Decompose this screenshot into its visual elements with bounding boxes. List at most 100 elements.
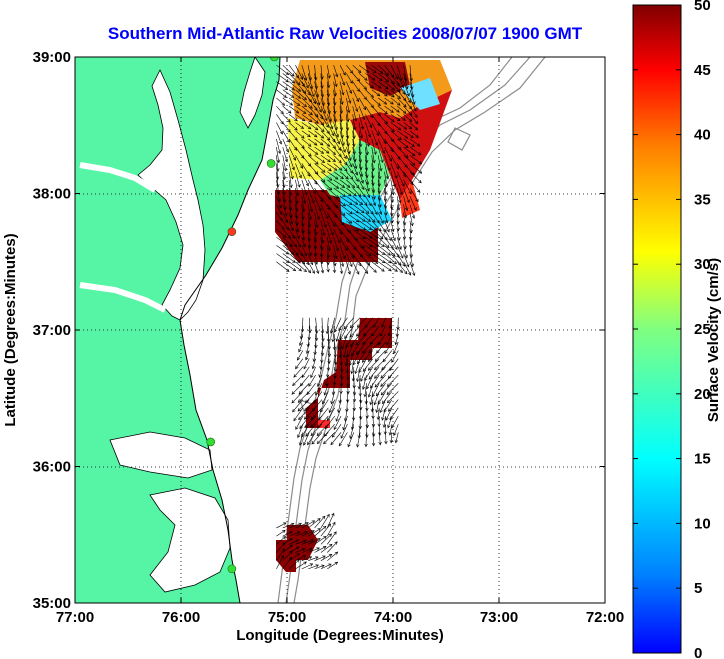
velocity-arrow	[320, 114, 329, 128]
velocity-arrow-head	[307, 337, 311, 341]
velocity-arrow	[380, 374, 393, 387]
velocity-arrow	[409, 220, 412, 233]
velocity-arrow	[320, 97, 326, 114]
velocity-arrow-head	[376, 350, 380, 354]
velocity-arrow	[308, 564, 319, 570]
velocity-arrow	[358, 220, 372, 230]
velocity-arrow-head	[388, 268, 392, 272]
velocity-arrow-head	[279, 211, 283, 215]
pamlico-sound	[149, 487, 231, 593]
velocity-arrow-head	[303, 96, 307, 101]
velocity-arrow-head	[368, 252, 372, 257]
velocity-arrow	[314, 114, 324, 126]
velocity-arrow-head	[290, 522, 295, 526]
velocity-arrow	[346, 204, 359, 214]
velocity-arrow	[320, 523, 331, 537]
velocity-arrow-head	[335, 338, 339, 342]
velocity-arrow-head	[396, 227, 400, 232]
velocity-arrow-head	[321, 128, 325, 133]
velocity-arrow	[316, 423, 329, 436]
velocity-arrow-head	[403, 215, 408, 219]
velocity-arrow-head	[396, 109, 400, 113]
velocity-arrow	[276, 64, 289, 75]
velocity-arrow-head	[418, 170, 423, 174]
x-tick-label: 75:00	[268, 609, 306, 626]
velocity-arrow	[333, 65, 338, 77]
velocity-arrow	[288, 105, 299, 114]
velocity-arrow-head	[345, 408, 349, 413]
velocity-arrow	[320, 130, 331, 141]
velocity-arrow	[390, 89, 401, 99]
velocity-arrow	[276, 97, 285, 106]
velocity-arrow	[276, 114, 284, 125]
velocity-arrow	[288, 73, 301, 85]
velocity-arrow-head	[366, 385, 370, 390]
chesapeake-bay	[137, 69, 206, 321]
velocity-arrow	[317, 374, 323, 387]
velocity-arrow	[334, 342, 336, 358]
velocity-arrow-head	[319, 198, 323, 203]
velocity-arrow	[377, 228, 388, 241]
velocity-arrow-head	[357, 386, 361, 390]
velocity-arrow-head	[298, 174, 302, 179]
velocity-arrow	[396, 196, 400, 211]
velocity-arrow-head	[288, 207, 293, 212]
velocity-arrow-head	[321, 338, 325, 342]
velocity-arrow-head	[362, 116, 366, 121]
velocity-arrow	[308, 317, 311, 333]
velocity-arrow-head	[381, 324, 385, 328]
velocity-arrow-head	[327, 110, 331, 115]
velocity-arrow	[333, 146, 342, 157]
velocity-arrow	[288, 122, 298, 131]
velocity-arrow-head	[319, 366, 323, 370]
velocity-arrow-head	[325, 425, 329, 430]
y-tick-label: 39:00	[33, 49, 71, 66]
velocity-arrow	[339, 114, 343, 131]
velocity-arrow-head	[332, 346, 337, 351]
velocity-arrow	[282, 147, 288, 162]
velocity-arrow-head	[335, 134, 340, 138]
velocity-arrow-head	[388, 237, 392, 242]
velocity-arrow	[323, 423, 335, 437]
velocity-arrow	[352, 366, 355, 382]
velocity-arrow-head	[348, 362, 352, 367]
velocity-arrow	[276, 536, 286, 545]
velocity-arrow-head	[356, 88, 360, 92]
velocity-arrow-head	[403, 245, 407, 250]
velocity-arrow-head	[318, 374, 322, 378]
velocity-arrow-head	[303, 268, 307, 273]
velocity-arrow-head	[315, 94, 320, 98]
velocity-arrow	[365, 204, 374, 215]
velocity-arrow-head	[333, 214, 338, 218]
velocity-arrow-head	[367, 367, 372, 371]
velocity-arrow-head	[354, 165, 358, 170]
velocity-arrow-head	[349, 210, 353, 215]
velocity-arrow-head	[358, 159, 363, 163]
velocity-arrow-head	[386, 244, 390, 249]
velocity-arrow-head	[379, 409, 383, 414]
velocity-arrow-head	[337, 239, 341, 244]
velocity-arrow	[371, 105, 381, 116]
velocity-arrow-head	[386, 341, 390, 346]
velocity-arrow-head	[410, 263, 414, 268]
velocity-arrow	[327, 130, 336, 143]
velocity-arrow	[339, 81, 344, 95]
velocity-arrow	[282, 196, 287, 210]
velocity-arrow	[326, 81, 329, 97]
velocity-arrow	[359, 407, 362, 420]
velocity-arrow-head	[316, 270, 320, 274]
velocity-arrow	[282, 523, 294, 529]
velocity-arrow-head	[342, 72, 346, 76]
velocity-arrow-head	[384, 93, 388, 97]
velocity-arrow-head	[311, 440, 315, 445]
velocity-arrow-head	[292, 259, 296, 263]
velocity-arrow-head	[415, 134, 419, 138]
velocity-arrow-head	[326, 417, 330, 422]
velocity-arrow-head	[369, 341, 373, 345]
velocity-arrow-head	[357, 69, 362, 74]
velocity-arrow	[383, 415, 386, 428]
velocity-arrow-head	[339, 270, 344, 275]
velocity-arrow-head	[411, 215, 416, 219]
velocity-arrow	[363, 325, 374, 336]
